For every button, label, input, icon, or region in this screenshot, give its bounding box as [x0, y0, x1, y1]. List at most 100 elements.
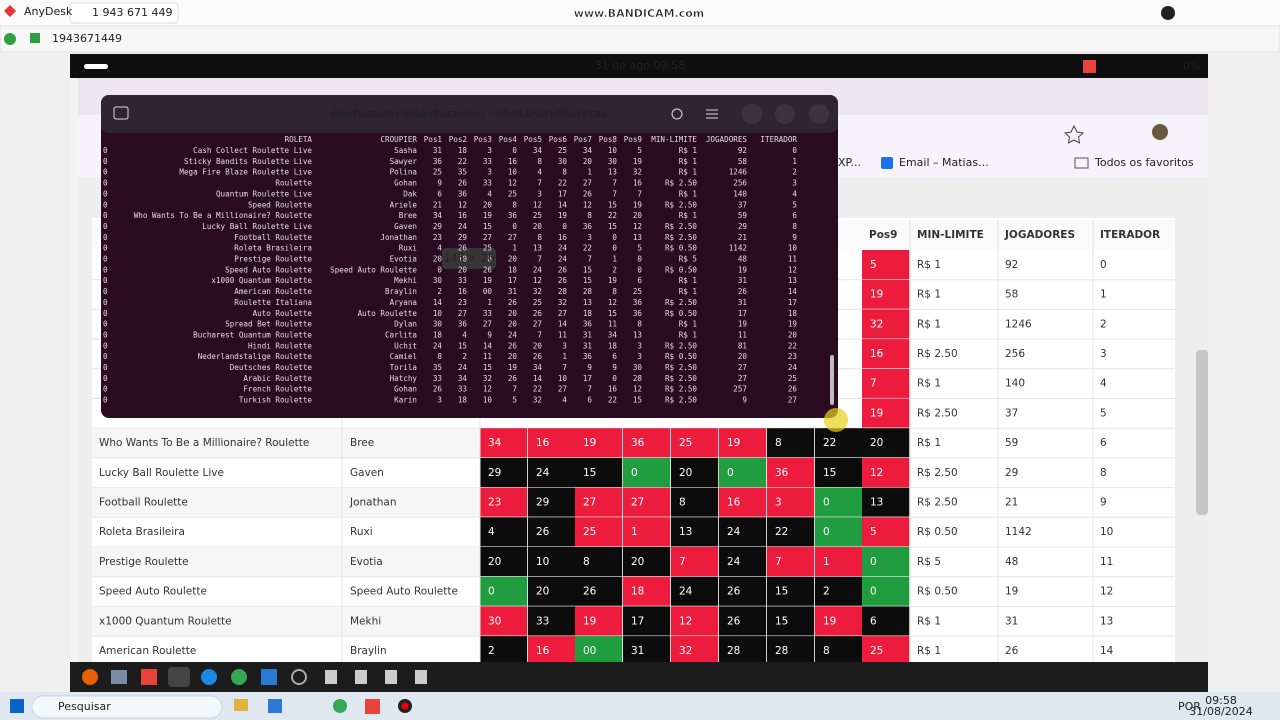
- doc-icon[interactable]: [325, 670, 337, 684]
- terminal-cell: 26: [788, 385, 798, 394]
- terminal-cell: 26: [508, 298, 518, 307]
- terminal-header: Pos1: [424, 135, 443, 144]
- app-icon[interactable]: [291, 669, 307, 685]
- start-button[interactable]: [10, 699, 24, 713]
- workspace-indicator[interactable]: [84, 64, 108, 69]
- bookmark: Todos os favoritos: [1094, 156, 1194, 169]
- profile-avatar[interactable]: [1152, 124, 1168, 140]
- doc-icon[interactable]: [385, 670, 397, 684]
- taskbar-chrome[interactable]: [333, 699, 347, 713]
- menu-button[interactable]: [706, 109, 718, 119]
- terminal-cell: 11: [483, 352, 493, 361]
- number-cell: [671, 636, 719, 666]
- terminal-scrollbar[interactable]: [830, 355, 834, 405]
- terminal-cell: 9: [612, 363, 617, 372]
- minimize-button[interactable]: [742, 104, 762, 124]
- bookmark-star[interactable]: [1063, 124, 1085, 144]
- terminal-cell: Auto Roulette: [253, 309, 313, 318]
- terminal-cell: Speed Roulette: [248, 200, 312, 209]
- terminal-cell: 4: [792, 189, 797, 198]
- min-limit: R$ 1: [917, 259, 941, 271]
- taskbar-anydesk[interactable]: [365, 699, 380, 714]
- terminal-icon[interactable]: [168, 667, 190, 687]
- scrollbar[interactable]: [1196, 350, 1208, 515]
- number-cell: [815, 576, 863, 606]
- pos-cell: 4: [488, 526, 495, 538]
- number-cell: [671, 487, 719, 517]
- bookmark: Email – Matias...: [899, 156, 989, 169]
- edge-icon[interactable]: [201, 669, 217, 685]
- terminal-cell: 3: [487, 168, 492, 177]
- terminal-cell: 17: [508, 276, 517, 285]
- chrome-icon[interactable]: [231, 669, 247, 685]
- taskbar-vscode[interactable]: [268, 699, 282, 713]
- terminal-titlebar: [101, 95, 838, 133]
- terminal-cell: 12: [788, 265, 797, 274]
- terminal-cell: 3: [637, 341, 642, 350]
- iterator: 11: [1100, 556, 1113, 568]
- account-icon[interactable]: [1161, 6, 1175, 20]
- number-cell: [480, 457, 528, 487]
- terminal-cell: 14: [533, 374, 543, 383]
- pos-cell: 23: [488, 496, 501, 508]
- anydesk-icon[interactable]: [141, 669, 157, 685]
- terminal-cell: 6: [637, 276, 642, 285]
- number-cell: [815, 428, 863, 458]
- pos-cell: 29: [488, 467, 501, 479]
- doc-icon[interactable]: [415, 670, 427, 684]
- terminal-cell: 32: [533, 287, 542, 296]
- number-cell: [671, 606, 719, 636]
- terminal-index: 0: [103, 233, 108, 242]
- number-cell: [671, 576, 719, 606]
- terminal-cell: 12: [583, 200, 592, 209]
- terminal-cell: 8: [487, 255, 492, 264]
- number-cell: [862, 398, 910, 428]
- pos-cell: 20: [631, 556, 644, 568]
- number-cell: [767, 547, 815, 577]
- terminal-cell: 24: [458, 222, 468, 231]
- terminal-cell: 19: [633, 200, 643, 209]
- iterator: 3: [1100, 348, 1107, 360]
- new-tab-button[interactable]: [113, 106, 129, 120]
- terminal-cell: 81: [738, 341, 748, 350]
- maximize-button[interactable]: [775, 104, 795, 124]
- terminal-cell: R$ 2.50: [665, 363, 697, 372]
- terminal-cell: 14: [433, 298, 443, 307]
- terminal-cell: 5: [792, 200, 797, 209]
- terminal-cell: 4: [437, 244, 442, 253]
- terminal-cell: 19: [788, 320, 798, 329]
- terminal-index: 0: [103, 396, 108, 405]
- terminal-cell: 27: [533, 320, 542, 329]
- terminal-cell: Cash Collect Roulette Live: [193, 146, 312, 155]
- terminal-cell: Carlita: [385, 330, 417, 339]
- number-cell: [623, 428, 671, 458]
- terminal-cell: Lucky Ball Roulette Live: [202, 222, 312, 231]
- terminal-cell: 34: [533, 146, 543, 155]
- search-box[interactable]: [31, 695, 223, 719]
- taskbar-explorer[interactable]: [234, 699, 248, 711]
- app-name: AnyDesk: [24, 5, 73, 18]
- terminal-cell: R$ 5: [679, 255, 697, 264]
- terminal-cell: Deutsches Roulette: [230, 363, 313, 372]
- terminal-cell: 16: [458, 287, 468, 296]
- terminal-cell: 7: [637, 189, 642, 198]
- number-cell: [862, 487, 910, 517]
- search-button[interactable]: [671, 108, 683, 120]
- firefox-icon[interactable]: [82, 669, 98, 685]
- terminal-cell: 26: [583, 189, 593, 198]
- terminal-cell: 25: [633, 287, 642, 296]
- terminal-cell: 36: [583, 222, 593, 231]
- pos-cell: 0: [727, 467, 734, 479]
- vscode-icon[interactable]: [261, 669, 277, 685]
- terminal-cell: Jonathan: [380, 233, 417, 242]
- terminal-header: Pos6: [549, 135, 568, 144]
- number-cell: [623, 517, 671, 547]
- session-tab[interactable]: [69, 2, 179, 24]
- pos-cell: 20: [488, 556, 501, 568]
- pos-cell: 36: [631, 437, 645, 449]
- close-button[interactable]: [809, 104, 829, 124]
- terminal-cell: 25: [533, 298, 542, 307]
- croupier: Ruxi: [350, 526, 373, 538]
- doc-icon[interactable]: [355, 670, 367, 684]
- files-icon[interactable]: [111, 670, 127, 684]
